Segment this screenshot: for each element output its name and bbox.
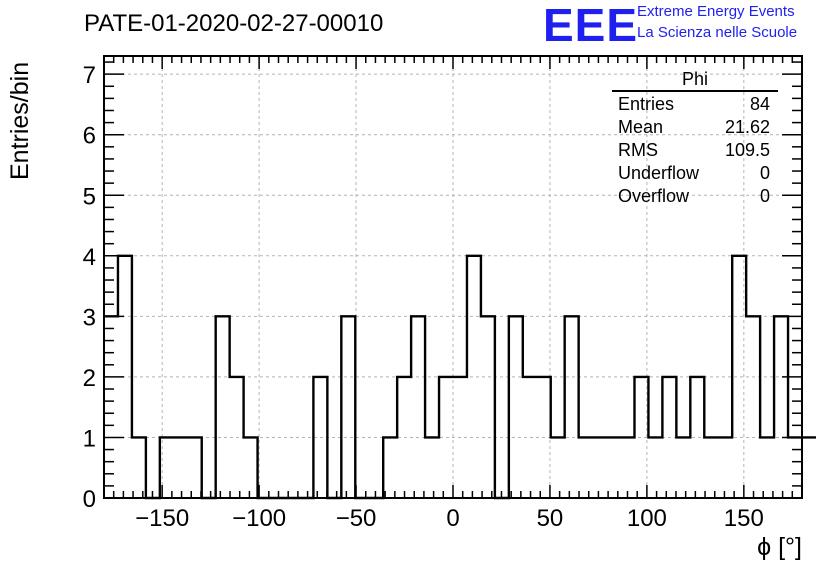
tick-labels: −150 −100 −50 0 50 100 150 0 1 2 3 4 5 6 7 xyxy=(83,62,764,532)
y-tick-label: 0 xyxy=(83,486,96,513)
y-tick-label: 2 xyxy=(83,365,96,392)
stats-value: 0 xyxy=(759,163,770,183)
histogram-line xyxy=(104,254,816,500)
stats-row-overflow: Overflow 0 xyxy=(612,185,778,208)
y-tick-label: 5 xyxy=(83,183,96,210)
y-tick-label: 3 xyxy=(83,304,96,331)
y-tick-label: 6 xyxy=(83,123,96,150)
axis-ticks xyxy=(104,56,802,499)
stats-label: Mean xyxy=(618,117,664,137)
x-tick-label: 100 xyxy=(627,505,667,532)
x-tick-label: −50 xyxy=(336,505,377,532)
eee-logo: EEE xyxy=(543,0,639,51)
x-tick-label: 0 xyxy=(446,505,459,532)
logo-line-1: Extreme Energy Events xyxy=(637,3,795,20)
stats-value: 84 xyxy=(749,94,770,114)
x-tick-label: −100 xyxy=(232,505,286,532)
stats-value: 109.5 xyxy=(724,140,770,160)
stats-box: Phi Entries 84 Mean 21.62 RMS 109.5 Unde… xyxy=(612,68,778,208)
stats-row-mean: Mean 21.62 xyxy=(612,116,778,139)
x-tick-label: −150 xyxy=(135,505,189,532)
chart-title: PATE-01-2020-02-27-00010 xyxy=(84,10,384,37)
stats-row-rms: RMS 109.5 xyxy=(612,139,778,162)
stats-label: Underflow xyxy=(618,163,700,183)
x-axis-label: ϕ [°] xyxy=(757,533,802,561)
y-tick-label: 4 xyxy=(83,244,96,271)
logo-line-2: La Scienza nelle Scuole xyxy=(637,24,798,41)
stats-row-underflow: Underflow 0 xyxy=(612,162,778,185)
y-axis-label: Entries/bin xyxy=(6,61,34,180)
stats-label: Overflow xyxy=(618,186,690,206)
y-tick-label: 1 xyxy=(83,425,96,452)
y-tick-label: 7 xyxy=(83,62,96,89)
x-tick-label: 50 xyxy=(537,505,564,532)
stats-value: 0 xyxy=(759,186,770,206)
stats-label: RMS xyxy=(618,140,658,160)
x-tick-label: 150 xyxy=(724,505,764,532)
stats-title: Phi xyxy=(612,68,778,92)
stats-row-entries: Entries 84 xyxy=(612,93,778,116)
stats-value: 21.62 xyxy=(724,117,770,137)
stats-label: Entries xyxy=(618,94,675,114)
